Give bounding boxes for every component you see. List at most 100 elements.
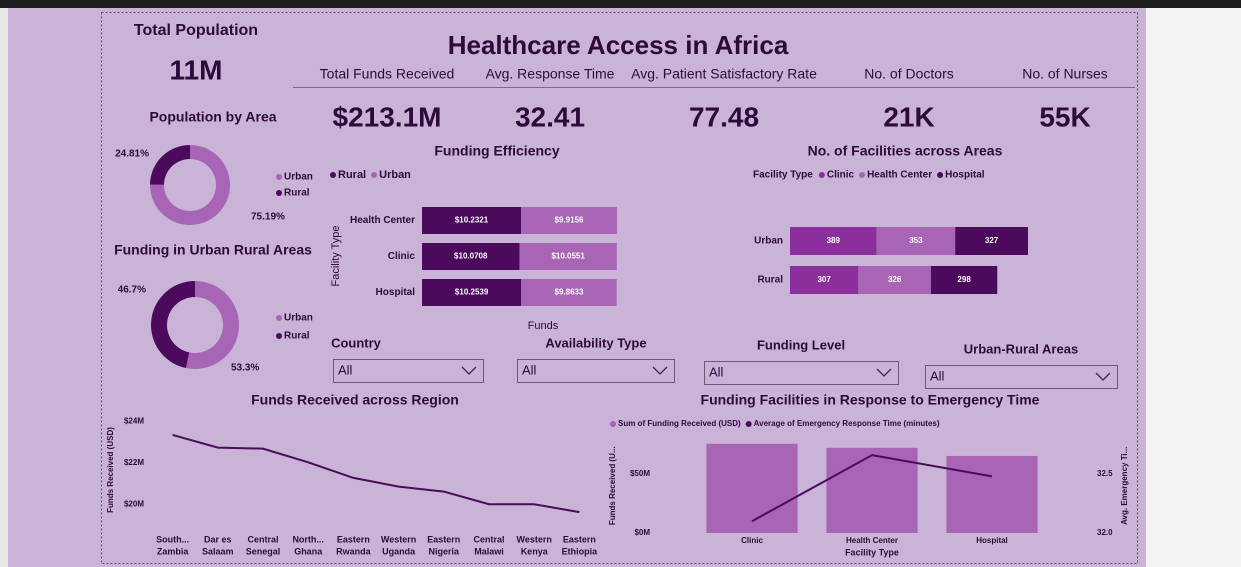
- x-tick-label: Malawi: [474, 546, 504, 556]
- x-tick-label: Uganda: [382, 546, 416, 556]
- bar-segment: [876, 227, 956, 255]
- y-tick-label: Clinic: [388, 251, 416, 262]
- y-tick-label: Rural: [757, 275, 783, 286]
- y-tick-label: $20M: [124, 499, 144, 508]
- bar-segment: [790, 227, 877, 255]
- slicer-dropdown[interactable]: [704, 361, 899, 385]
- bar-segment: [422, 243, 520, 270]
- legend-label: Urban: [284, 172, 313, 183]
- donut-slice: [151, 281, 195, 369]
- y-tick-label: $24M: [124, 416, 144, 425]
- data-label: 24.81%: [115, 149, 149, 160]
- kpi-label: No. of Doctors: [864, 66, 953, 82]
- legend-label: Health Center: [867, 170, 932, 181]
- bar: [826, 447, 918, 533]
- bar-segment: [790, 266, 859, 294]
- x-tick-label: Health Center: [846, 536, 898, 545]
- kpi-value: 55K: [1039, 101, 1090, 132]
- data-label: $10.2539: [455, 288, 489, 297]
- slicer-dropdown[interactable]: [925, 365, 1118, 389]
- x-tick-label: Dar es: [204, 534, 232, 544]
- kpi-label: Avg. Patient Satisfactory Rate: [631, 66, 817, 82]
- bar: [946, 455, 1038, 533]
- slicer-dropdown[interactable]: [333, 359, 484, 383]
- slicer-value: All: [522, 362, 537, 377]
- bar-segment: [519, 243, 617, 270]
- legend-label: Rural: [338, 169, 366, 181]
- legend-label: Rural: [284, 331, 310, 342]
- slicer-value: All: [709, 364, 724, 379]
- y-tick-label: $0M: [634, 528, 650, 537]
- kpi-label: Avg. Response Time: [486, 66, 615, 82]
- window-bar: [0, 0, 1241, 8]
- chevron: [876, 368, 892, 377]
- bar-segment: [858, 266, 931, 294]
- x-tick-label: Hospital: [976, 536, 1008, 545]
- chart-title: Funds Received across Region: [251, 392, 459, 408]
- x-tick-label: Eastern: [563, 534, 596, 544]
- bar-segment: [930, 266, 998, 294]
- legend-label: Average of Emergency Response Time (minu…: [754, 419, 940, 428]
- y-tick-label: $50M: [630, 469, 650, 478]
- x-axis-title: Funds: [528, 320, 559, 332]
- x-tick-label: Nigeria: [429, 546, 461, 556]
- kpi-value: 77.48: [689, 101, 759, 132]
- kpi-label: Total Population: [134, 22, 258, 39]
- y-tick-label: $22M: [124, 458, 144, 467]
- bar-segment: [955, 227, 1028, 255]
- y2-tick-label: 32.0: [1097, 528, 1113, 537]
- legend-label: Urban: [284, 313, 313, 324]
- bar-segment: [521, 279, 617, 306]
- legend-label: Sum of Funding Received (USD): [618, 419, 741, 428]
- legend-marker: [276, 315, 282, 321]
- y-axis-title: Funds Received (USD): [106, 427, 115, 513]
- slicer-value: All: [338, 362, 353, 377]
- bar-segment: [422, 207, 522, 234]
- slicer-label: Availability Type: [545, 335, 646, 350]
- line: [172, 433, 580, 514]
- legend-marker: [276, 190, 282, 196]
- left-edge: [0, 8, 8, 567]
- data-label: 46.7%: [118, 285, 146, 296]
- legend-marker: [818, 172, 825, 178]
- bar: [706, 443, 798, 533]
- legend-marker: [371, 172, 378, 178]
- slicer-label: Urban-Rural Areas: [964, 341, 1078, 356]
- slicer-dropdown[interactable]: [517, 359, 675, 383]
- kpi-value: 32.41: [515, 101, 585, 132]
- slicer-label: Country: [331, 335, 382, 350]
- x-tick-label: Ghana: [294, 546, 323, 556]
- data-label: 307: [817, 275, 831, 284]
- data-label: 75.19%: [251, 212, 285, 223]
- chart-title: Funding Facilities in Response to Emerge…: [701, 392, 1040, 408]
- x-tick-label: Central: [247, 534, 278, 544]
- data-label: 389: [827, 236, 841, 245]
- chart-title: Population by Area: [149, 109, 276, 125]
- x-tick-label: Eastern: [427, 534, 460, 544]
- chart-title: Funding Efficiency: [434, 143, 559, 159]
- legend-label: Rural: [284, 188, 310, 199]
- x-tick-label: Rwanda: [336, 546, 372, 556]
- donut-slice: [150, 145, 230, 226]
- y-axis-title: Funds Received (U...: [608, 446, 617, 525]
- kpi-value: $213.1M: [333, 101, 442, 132]
- side-pane: [1146, 8, 1241, 567]
- kpi-label: Total Funds Received: [320, 66, 455, 82]
- y-axis-title: Facility Type: [330, 226, 342, 287]
- data-label: $9.8633: [555, 288, 584, 297]
- y2-axis-title: Avg. Emergency Ti...: [1120, 447, 1129, 525]
- x-tick-label: Ethiopia: [562, 546, 598, 556]
- legend-label: Urban: [379, 169, 411, 181]
- donut-slice: [150, 145, 190, 185]
- data-label: 53.3%: [231, 363, 259, 374]
- x-tick-label: Western: [381, 534, 416, 544]
- legend-marker: [745, 421, 752, 427]
- x-tick-label: Kenya: [521, 546, 549, 556]
- legend-marker: [276, 174, 282, 180]
- x-tick-label: Western: [517, 534, 552, 544]
- dashboard-title: Healthcare Access in Africa: [448, 30, 789, 60]
- x-tick-label: Senegal: [246, 546, 281, 556]
- data-label: 327: [985, 236, 999, 245]
